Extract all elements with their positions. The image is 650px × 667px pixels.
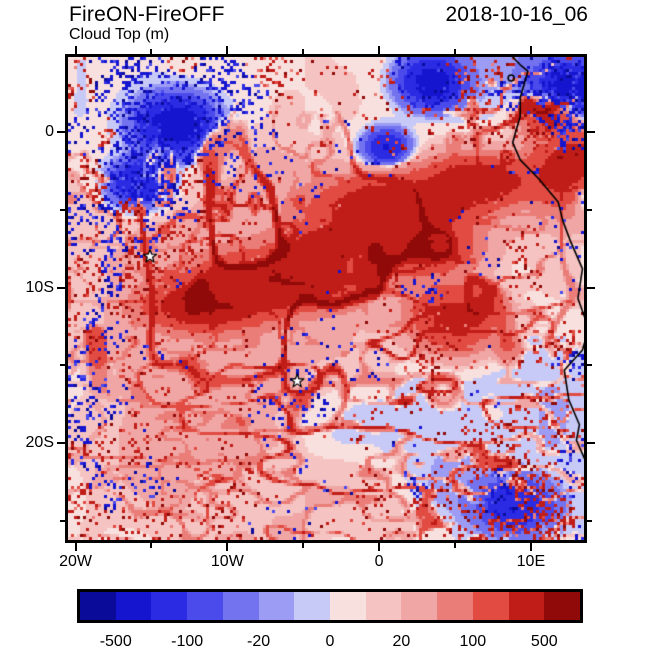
colorbar-segment <box>222 592 259 620</box>
plot-title: FireON-FireOFF <box>69 3 225 26</box>
colorbar-segment <box>80 592 116 620</box>
x-tick-label: 10W <box>210 553 244 570</box>
y-tick-label: 20S <box>25 434 54 452</box>
x-tick-mark <box>529 46 532 54</box>
colorbar-segment <box>472 592 509 620</box>
y-tick-mark <box>57 286 65 289</box>
y-tick-label: 10S <box>25 278 54 296</box>
y-tick-mark <box>57 130 65 133</box>
y-tick-label: 0 <box>45 122 54 140</box>
y-tick-mark <box>587 442 595 445</box>
y-tick-mark <box>587 286 595 289</box>
colorbar-tick-label: 500 <box>530 633 558 650</box>
colorbar-tick-label: 20 <box>392 633 411 650</box>
colorbar-segment <box>187 592 223 620</box>
colorbar-segment <box>294 592 331 620</box>
plot-datetime: 2018-10-16_06 <box>445 3 588 26</box>
y-tick-mark <box>587 130 595 133</box>
colorbar-tick-label: -100 <box>171 633 204 650</box>
x-minor-tick <box>150 49 153 54</box>
map-canvas <box>68 57 584 540</box>
colorbar-tick-label: -500 <box>99 633 132 650</box>
colorbar-segment <box>330 592 366 620</box>
colorbar-segment <box>401 592 438 620</box>
x-tick-mark <box>378 46 381 54</box>
x-minor-tick <box>302 543 305 548</box>
plot-subtitle: Cloud Top (m) <box>69 26 170 43</box>
y-minor-tick <box>60 364 65 367</box>
y-minor-tick <box>587 208 592 211</box>
x-minor-tick <box>454 49 456 54</box>
x-tick-mark <box>226 543 229 551</box>
y-minor-tick <box>60 520 65 523</box>
colorbar-segment <box>258 592 295 620</box>
y-tick-mark <box>57 442 65 445</box>
colorbar-segment <box>508 592 545 620</box>
colorbar <box>77 589 583 623</box>
x-tick-mark <box>74 543 77 551</box>
x-tick-mark <box>529 543 532 551</box>
map-frame <box>65 54 587 543</box>
colorbar-tick-label: 100 <box>459 633 487 650</box>
x-tick-label: 0 <box>374 553 384 570</box>
y-minor-tick <box>587 520 592 523</box>
x-tick-mark <box>74 46 77 54</box>
colorbar-segment <box>115 592 152 620</box>
colorbar-tick-label: 0 <box>325 633 335 650</box>
colorbar-segment <box>151 592 188 620</box>
colorbar-tick-label: -20 <box>247 633 271 650</box>
x-tick-mark <box>226 46 229 54</box>
x-minor-tick <box>302 49 305 54</box>
x-minor-tick <box>150 543 153 548</box>
colorbar-segment <box>365 592 402 620</box>
y-minor-tick <box>60 208 65 211</box>
y-minor-tick <box>587 364 592 367</box>
x-minor-tick <box>454 543 456 548</box>
x-tick-label: 20W <box>59 553 93 570</box>
x-tick-label: 10E <box>516 553 546 570</box>
x-tick-mark <box>378 543 381 551</box>
colorbar-segment <box>437 592 473 620</box>
colorbar-segment <box>544 592 581 620</box>
